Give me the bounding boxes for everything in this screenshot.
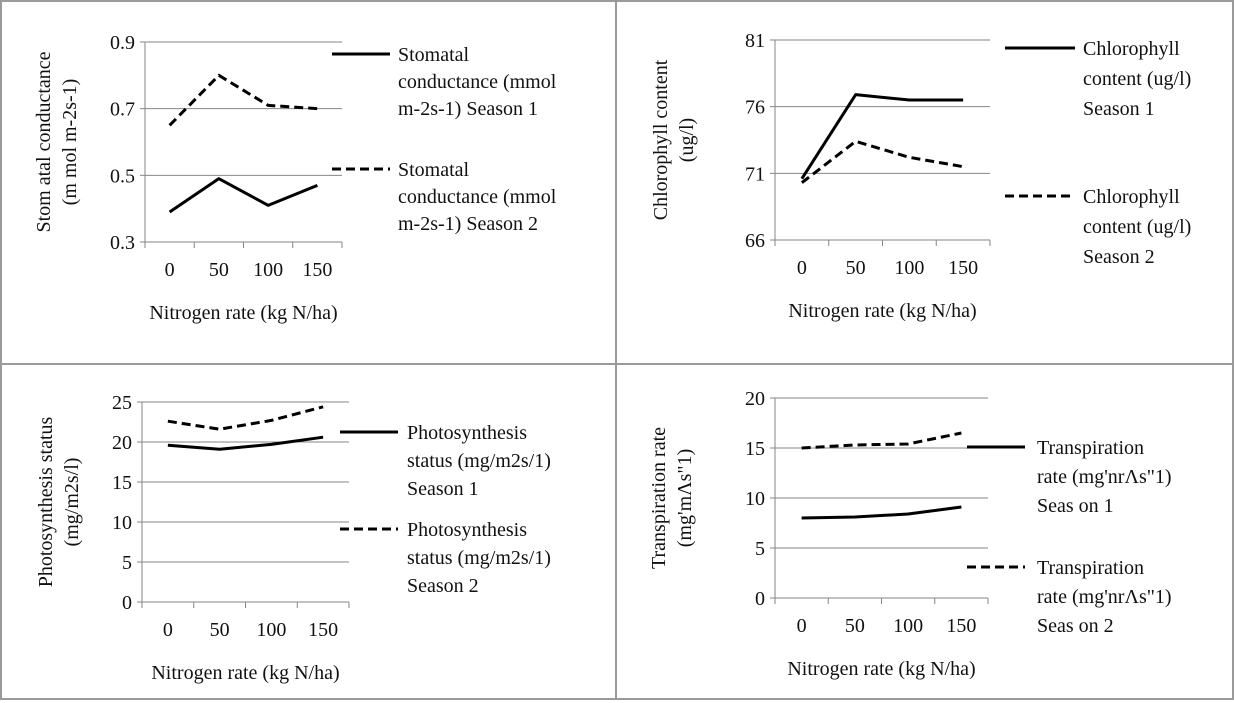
legend-label: Stomatal (398, 44, 470, 66)
series-line-season-2 (800, 139, 964, 184)
chart-panel-1: 0.3 0.5 0.7 0.9 0 50 100 150 Nitrogen rate (kg N… (0, 0, 618, 366)
y-tick-label: 0.3 (110, 232, 135, 254)
y-tick-label: 71 (745, 163, 765, 185)
y-axis-title: (mg/m2s/l) (61, 458, 83, 547)
chart-panel-3: 0 5 10 15 20 25 0 50 100 150 Nitrogen rate (kg N/h… (0, 363, 618, 700)
y-tick-label: 5 (755, 538, 765, 560)
x-tick-label: 100 (253, 259, 283, 281)
series-line-season-1 (801, 505, 962, 520)
y-tick-label: 15 (745, 438, 765, 460)
y-axis-title: (ug/l) (676, 118, 698, 162)
chart-panel-4: 0 5 10 15 20 0 50 100 150 Nitrogen rate (kg N/ha)… (615, 363, 1234, 700)
y-tick-label: 0.5 (110, 165, 135, 187)
y-tick-label: 25 (112, 392, 132, 414)
legend-label: Season 1 (1083, 98, 1155, 120)
x-axis-title: Nitrogen rate (kg N/ha) (149, 302, 337, 324)
x-tick-label: 50 (845, 615, 865, 637)
x-tick-label: 100 (893, 615, 923, 637)
legend-label: Season 2 (1083, 246, 1155, 268)
y-axis-title: Transpiration rate (648, 427, 670, 569)
legend-label: content (ug/l) (1083, 216, 1191, 238)
x-tick-label: 0 (163, 619, 173, 641)
y-tick-label: 81 (745, 30, 765, 52)
x-tick-label: 0 (797, 257, 807, 279)
legend-label: content (ug/l) (1083, 68, 1191, 90)
y-axis-title: Photosynthesis status (35, 416, 57, 587)
y-tick-label: 20 (745, 388, 765, 410)
series-line-season-1 (167, 435, 324, 451)
y-tick-label: 0 (122, 592, 132, 614)
y-axis-title: (m mol m-2s-1) (59, 79, 81, 206)
y-tick-label: 10 (112, 512, 132, 534)
x-tick-label: 150 (948, 257, 978, 279)
x-tick-label: 100 (894, 257, 924, 279)
x-tick-label: 50 (846, 257, 866, 279)
y-tick-label: 15 (112, 472, 132, 494)
y-tick-label: 66 (745, 230, 765, 252)
legend-label: rate (mg'nrΛs"1) (1037, 586, 1172, 608)
x-tick-label: 150 (302, 259, 332, 281)
x-axis-title: Nitrogen rate (kg N/ha) (151, 662, 339, 684)
legend-label: Photosynthesis (407, 422, 527, 444)
legend-label: conductance (mmol (398, 186, 557, 208)
legend-label: Season 1 (407, 478, 479, 500)
x-tick-label: 0 (797, 615, 807, 637)
x-axis-title: Nitrogen rate (kg N/ha) (787, 658, 975, 680)
x-tick-label: 150 (946, 615, 976, 637)
series-line-season-1 (800, 93, 964, 180)
x-tick-label: 0 (165, 259, 175, 281)
legend-label: Seas on 2 (1037, 615, 1114, 637)
legend-label: Chlorophyll (1083, 38, 1180, 60)
y-axis-title: Chlorophyll content (650, 59, 672, 220)
legend-label: Season 2 (407, 575, 479, 597)
y-tick-label: 0.9 (110, 32, 135, 54)
y-tick-label: 0.7 (110, 99, 135, 121)
legend-label: Transpiration (1037, 437, 1144, 459)
x-axis-title: Nitrogen rate (kg N/ha) (788, 300, 976, 322)
y-tick-label: 76 (745, 97, 765, 119)
legend-label: status (mg/m2s/1) (407, 547, 551, 569)
y-tick-label: 10 (745, 488, 765, 510)
series-line-season-2 (168, 73, 318, 127)
legend-label: rate (mg'nrΛs"1) (1037, 466, 1172, 488)
chart-panel-2: 66 71 76 81 0 50 100 150 Nitrogen rate (kg N/ha)… (615, 0, 1234, 366)
x-tick-label: 100 (256, 619, 286, 641)
legend-label: m-2s-1) Season 1 (398, 98, 538, 120)
y-axis-title: (mg'mΛs"1) (674, 449, 696, 548)
line-chart-4: 0 5 10 15 20 0 50 100 150 Nitrogen rate (kg N/ha)… (648, 388, 1172, 680)
y-axis-title: Stom atal conductance (33, 51, 55, 232)
legend-label: m-2s-1) Season 2 (398, 213, 538, 235)
legend-label: conductance (mmol (398, 71, 557, 93)
legend-label: status (mg/m2s/1) (407, 450, 551, 472)
line-chart-2: 66 71 76 81 0 50 100 150 Nitrogen rate (kg N/ha)… (650, 30, 1191, 322)
x-tick-label: 50 (210, 619, 230, 641)
y-tick-label: 20 (112, 432, 132, 454)
y-tick-label: 0 (755, 588, 765, 610)
line-chart-3: 0 5 10 15 20 25 0 50 100 150 Nitrogen rate (kg N/h… (35, 392, 551, 684)
legend-label: Photosynthesis (407, 519, 527, 541)
line-chart-1: 0.3 0.5 0.7 0.9 0 50 100 150 Nitrogen rate (kg N… (33, 32, 557, 324)
legend-label: Stomatal (398, 159, 470, 181)
legend-label: Transpiration (1037, 557, 1144, 579)
series-line-season-1 (168, 177, 318, 214)
series-line-season-2 (801, 431, 962, 450)
legend-label: Seas on 1 (1037, 495, 1114, 517)
y-tick-label: 5 (122, 552, 132, 574)
x-tick-label: 150 (308, 619, 338, 641)
series-line-season-2 (167, 405, 324, 431)
x-tick-label: 50 (209, 259, 229, 281)
legend-label: Chlorophyll (1083, 186, 1180, 208)
